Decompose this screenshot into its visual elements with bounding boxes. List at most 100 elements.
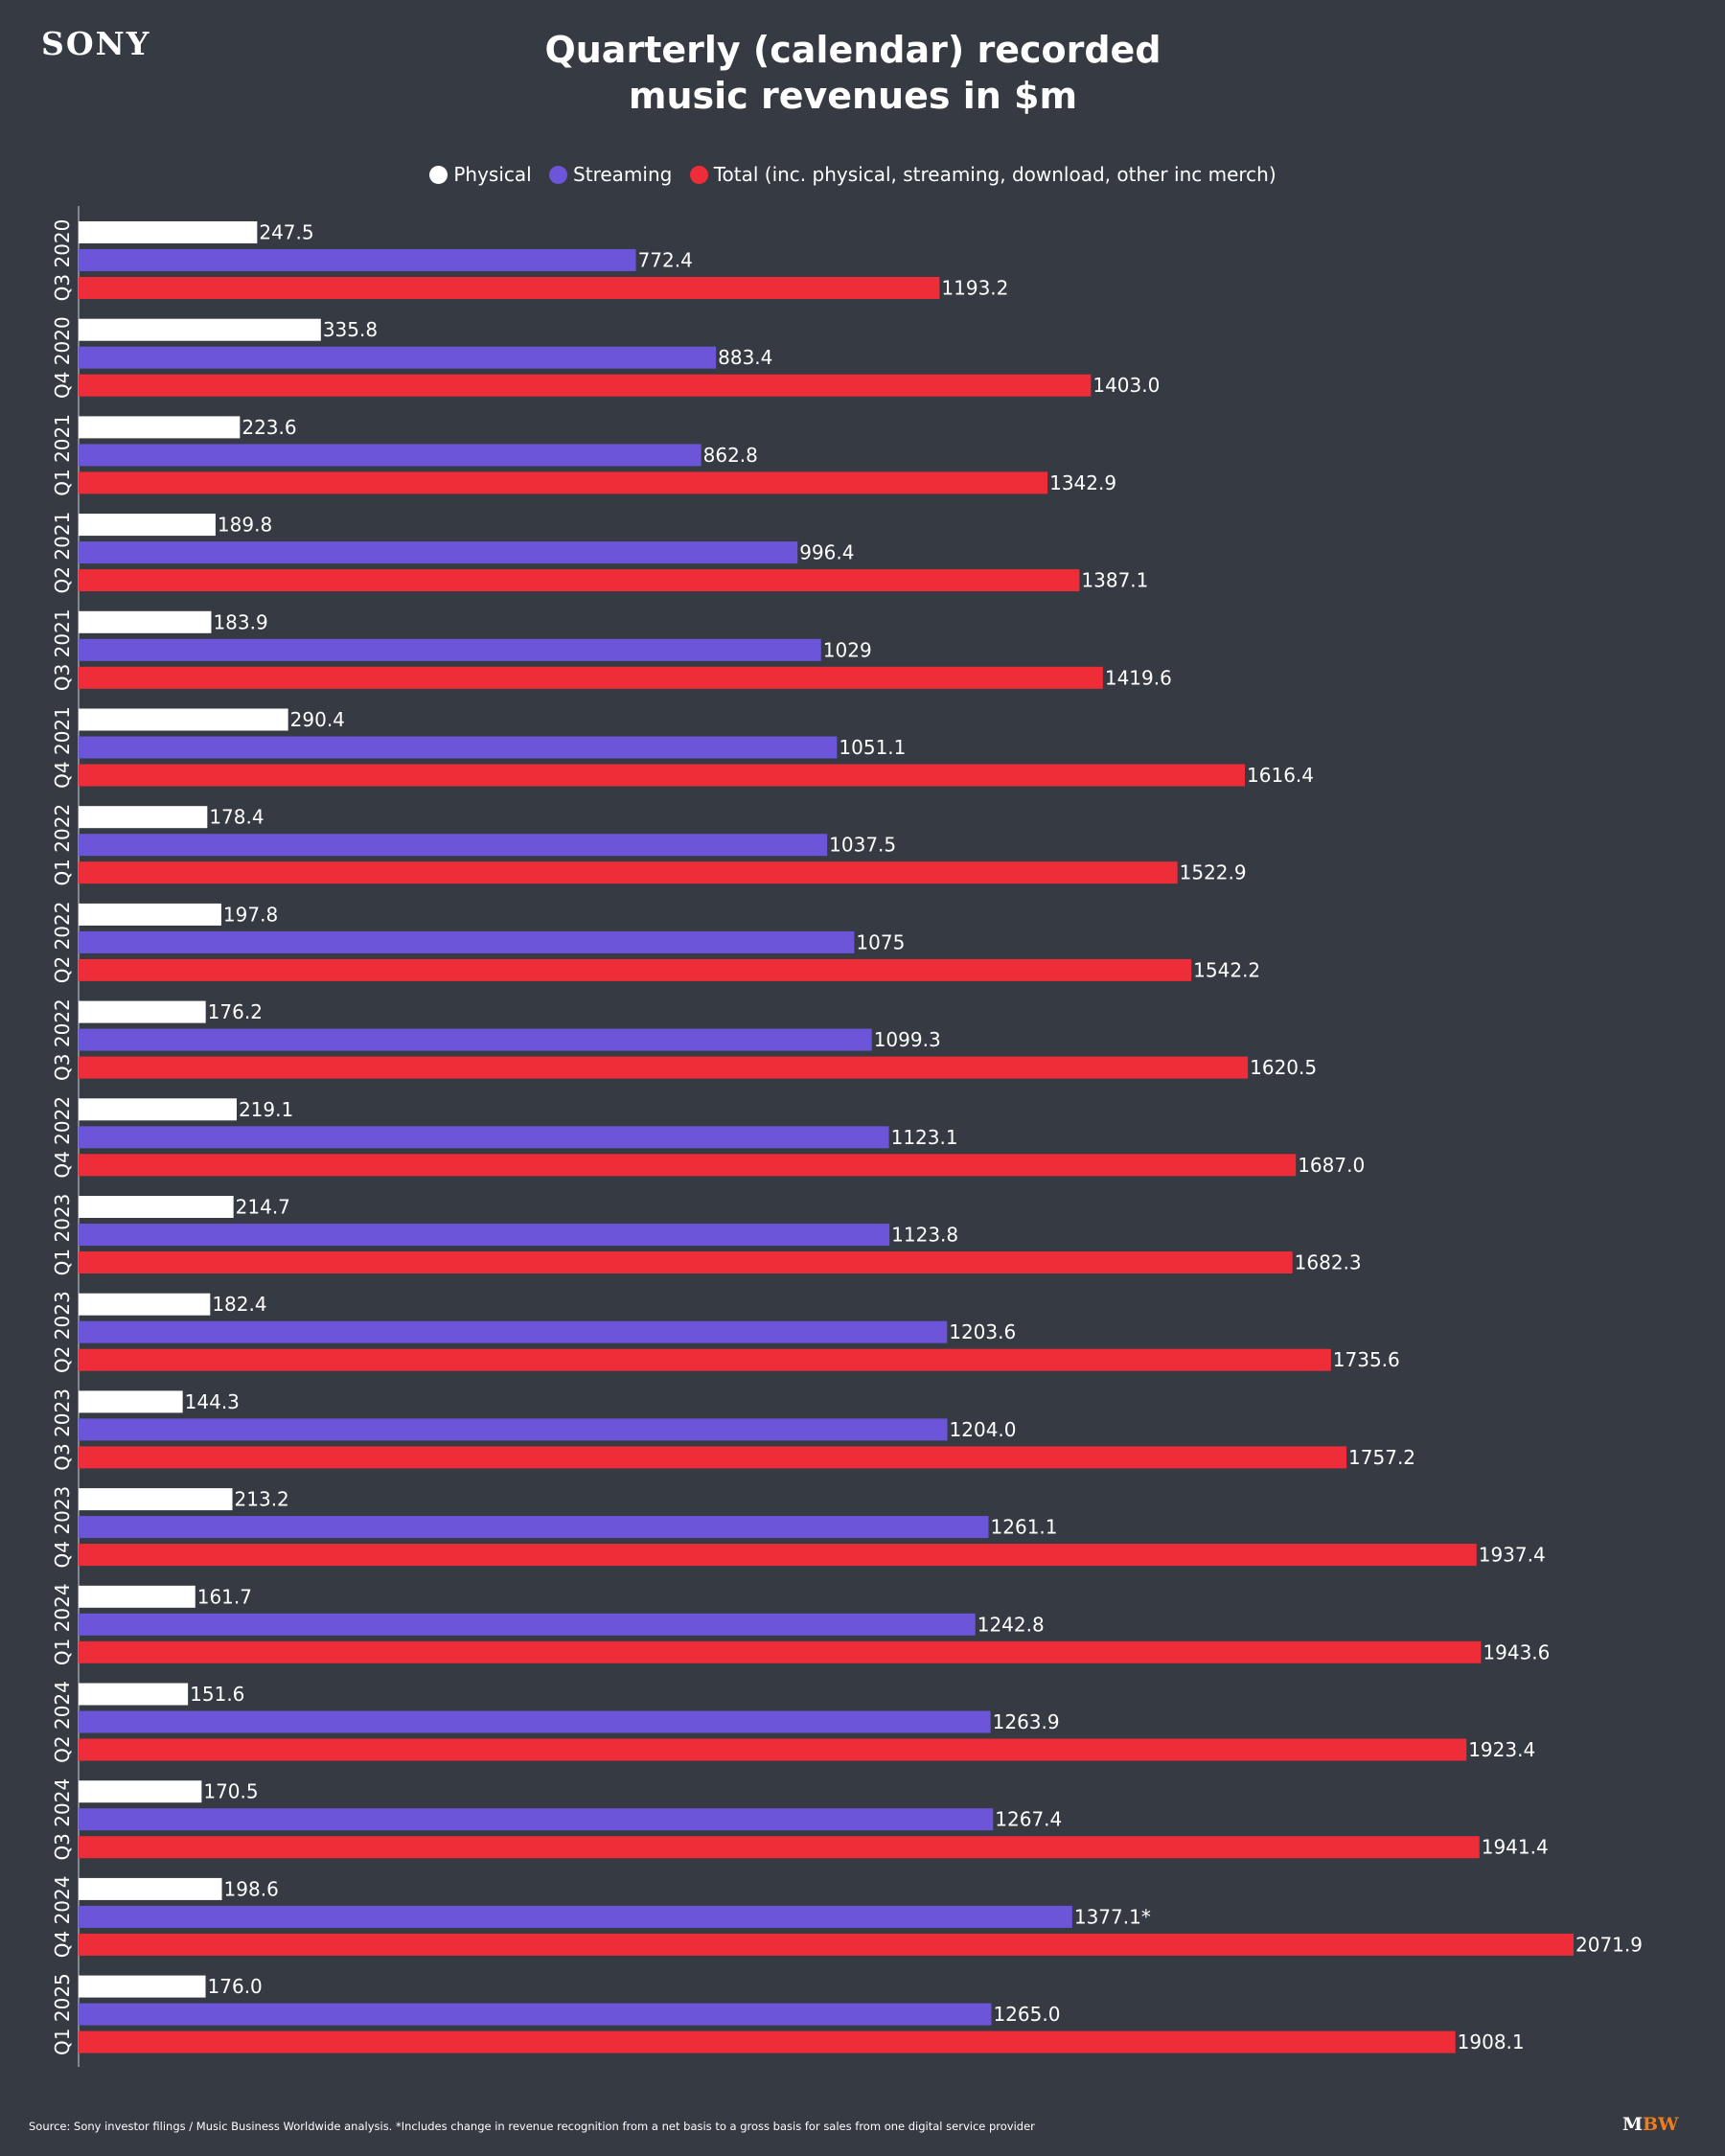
bar-total (79, 1348, 1331, 1371)
chart-title: Quarterly (calendar) recorded music reve… (0, 27, 1706, 119)
data-label: 1403.0 (1092, 374, 1160, 397)
data-label: 1203.6 (949, 1320, 1016, 1343)
bar-streaming (79, 346, 717, 369)
bar-total (79, 1544, 1477, 1567)
bar-streaming (79, 1808, 994, 1831)
category-label: Q2 2022 (51, 902, 74, 984)
data-label: 144.3 (185, 1390, 240, 1413)
data-label: 1682.3 (1295, 1251, 1362, 1274)
data-label: 219.1 (239, 1098, 293, 1121)
legend-total: Total (inc. physical, streaming, downloa… (689, 163, 1276, 186)
category-label: Q4 2021 (51, 706, 74, 789)
bar-physical (79, 1585, 196, 1608)
data-label: 883.4 (718, 346, 772, 369)
category-label: Q1 2024 (51, 1583, 74, 1665)
data-label: 1387.1 (1081, 569, 1148, 592)
bar-physical (79, 610, 212, 633)
bar-streaming (79, 1320, 948, 1343)
category-label: Q1 2022 (51, 804, 74, 886)
data-label: 189.8 (218, 514, 272, 537)
bar-total (79, 861, 1178, 884)
category-label: Q3 2024 (51, 1778, 74, 1861)
bar-total (79, 1251, 1293, 1273)
data-label: 213.2 (235, 1488, 289, 1511)
data-label: 1687.0 (1298, 1154, 1365, 1177)
data-label: 176.2 (208, 1000, 263, 1023)
data-label: 335.8 (323, 318, 378, 341)
data-label: 1908.1 (1458, 2030, 1525, 2053)
bar-streaming (79, 249, 636, 271)
bar-streaming (79, 930, 855, 953)
source-note: Source: Sony investor filings / Music Bu… (29, 2120, 1035, 2133)
bar-streaming (79, 638, 821, 661)
bar-streaming (79, 1028, 872, 1051)
data-label: 1099.3 (874, 1028, 941, 1051)
bar-physical (79, 1683, 189, 1706)
category-label: Q4 2023 (51, 1486, 74, 1569)
data-label: 183.9 (213, 610, 267, 633)
bar-total (79, 569, 1080, 592)
data-label: 247.5 (259, 221, 313, 244)
bar-total (79, 1446, 1347, 1469)
bar-streaming (79, 736, 838, 759)
bar-physical (79, 708, 288, 731)
mbw-m: M (1622, 2114, 1644, 2135)
legend-streaming: Streaming (549, 163, 672, 186)
data-label: 151.6 (190, 1683, 244, 1706)
bar-total (79, 1640, 1482, 1663)
bar-physical (79, 1000, 206, 1023)
category-label: Q3 2020 (51, 219, 74, 302)
bar-streaming (79, 1126, 889, 1149)
data-label: 182.4 (212, 1293, 266, 1316)
category-label: Q2 2023 (51, 1291, 74, 1373)
data-label: 1937.4 (1479, 1544, 1546, 1567)
data-label: 290.4 (290, 708, 345, 731)
data-label: 1261.1 (991, 1516, 1058, 1539)
bar-physical (79, 1877, 222, 1900)
data-label: 178.4 (209, 806, 264, 829)
data-label: 1193.2 (941, 277, 1008, 300)
data-label: 197.8 (223, 903, 278, 926)
bar-physical (79, 514, 216, 537)
bar-physical (79, 416, 241, 439)
bar-total (79, 1154, 1297, 1177)
data-label: 1075 (856, 930, 905, 953)
category-label: Q3 2023 (51, 1388, 74, 1471)
data-label: 176.0 (208, 1975, 263, 1998)
data-label: 198.6 (224, 1877, 279, 1900)
bar-streaming (79, 444, 702, 467)
legend-label: Total (inc. physical, streaming, downloa… (713, 163, 1276, 186)
mbw-logo: MBW (1622, 2114, 1678, 2135)
bar-streaming (79, 834, 828, 857)
data-label: 1616.4 (1247, 764, 1314, 787)
bar-total (79, 1056, 1249, 1079)
bar-total (79, 1933, 1574, 1956)
bar-streaming (79, 1224, 890, 1246)
bar-physical (79, 806, 208, 829)
category-label: Q4 2024 (51, 1876, 74, 1959)
bar-physical (79, 903, 221, 926)
data-label: 1941.4 (1482, 1836, 1549, 1859)
data-label: 1265.0 (993, 2003, 1060, 2026)
data-label: 2071.9 (1576, 1933, 1643, 1956)
bar-physical (79, 1293, 211, 1316)
data-label: 1923.4 (1468, 1738, 1535, 1761)
bar-physical (79, 318, 321, 341)
data-label: 1037.5 (829, 834, 896, 857)
bar-streaming (79, 541, 798, 564)
category-label: Q2 2024 (51, 1681, 74, 1763)
data-label: 1123.8 (891, 1224, 958, 1247)
bar-streaming (79, 1710, 991, 1733)
bar-physical (79, 1098, 237, 1121)
data-label: 1522.9 (1180, 861, 1247, 884)
category-label: Q3 2021 (51, 608, 74, 691)
bar-streaming (79, 1905, 1072, 1928)
data-label: 223.6 (242, 416, 296, 439)
data-label: 1051.1 (839, 736, 906, 759)
bar-total (79, 1738, 1467, 1761)
category-label: Q1 2021 (51, 414, 74, 496)
data-label: 1267.4 (995, 1808, 1062, 1831)
data-label: 1757.2 (1348, 1446, 1415, 1469)
data-label: 1735.6 (1333, 1348, 1400, 1371)
